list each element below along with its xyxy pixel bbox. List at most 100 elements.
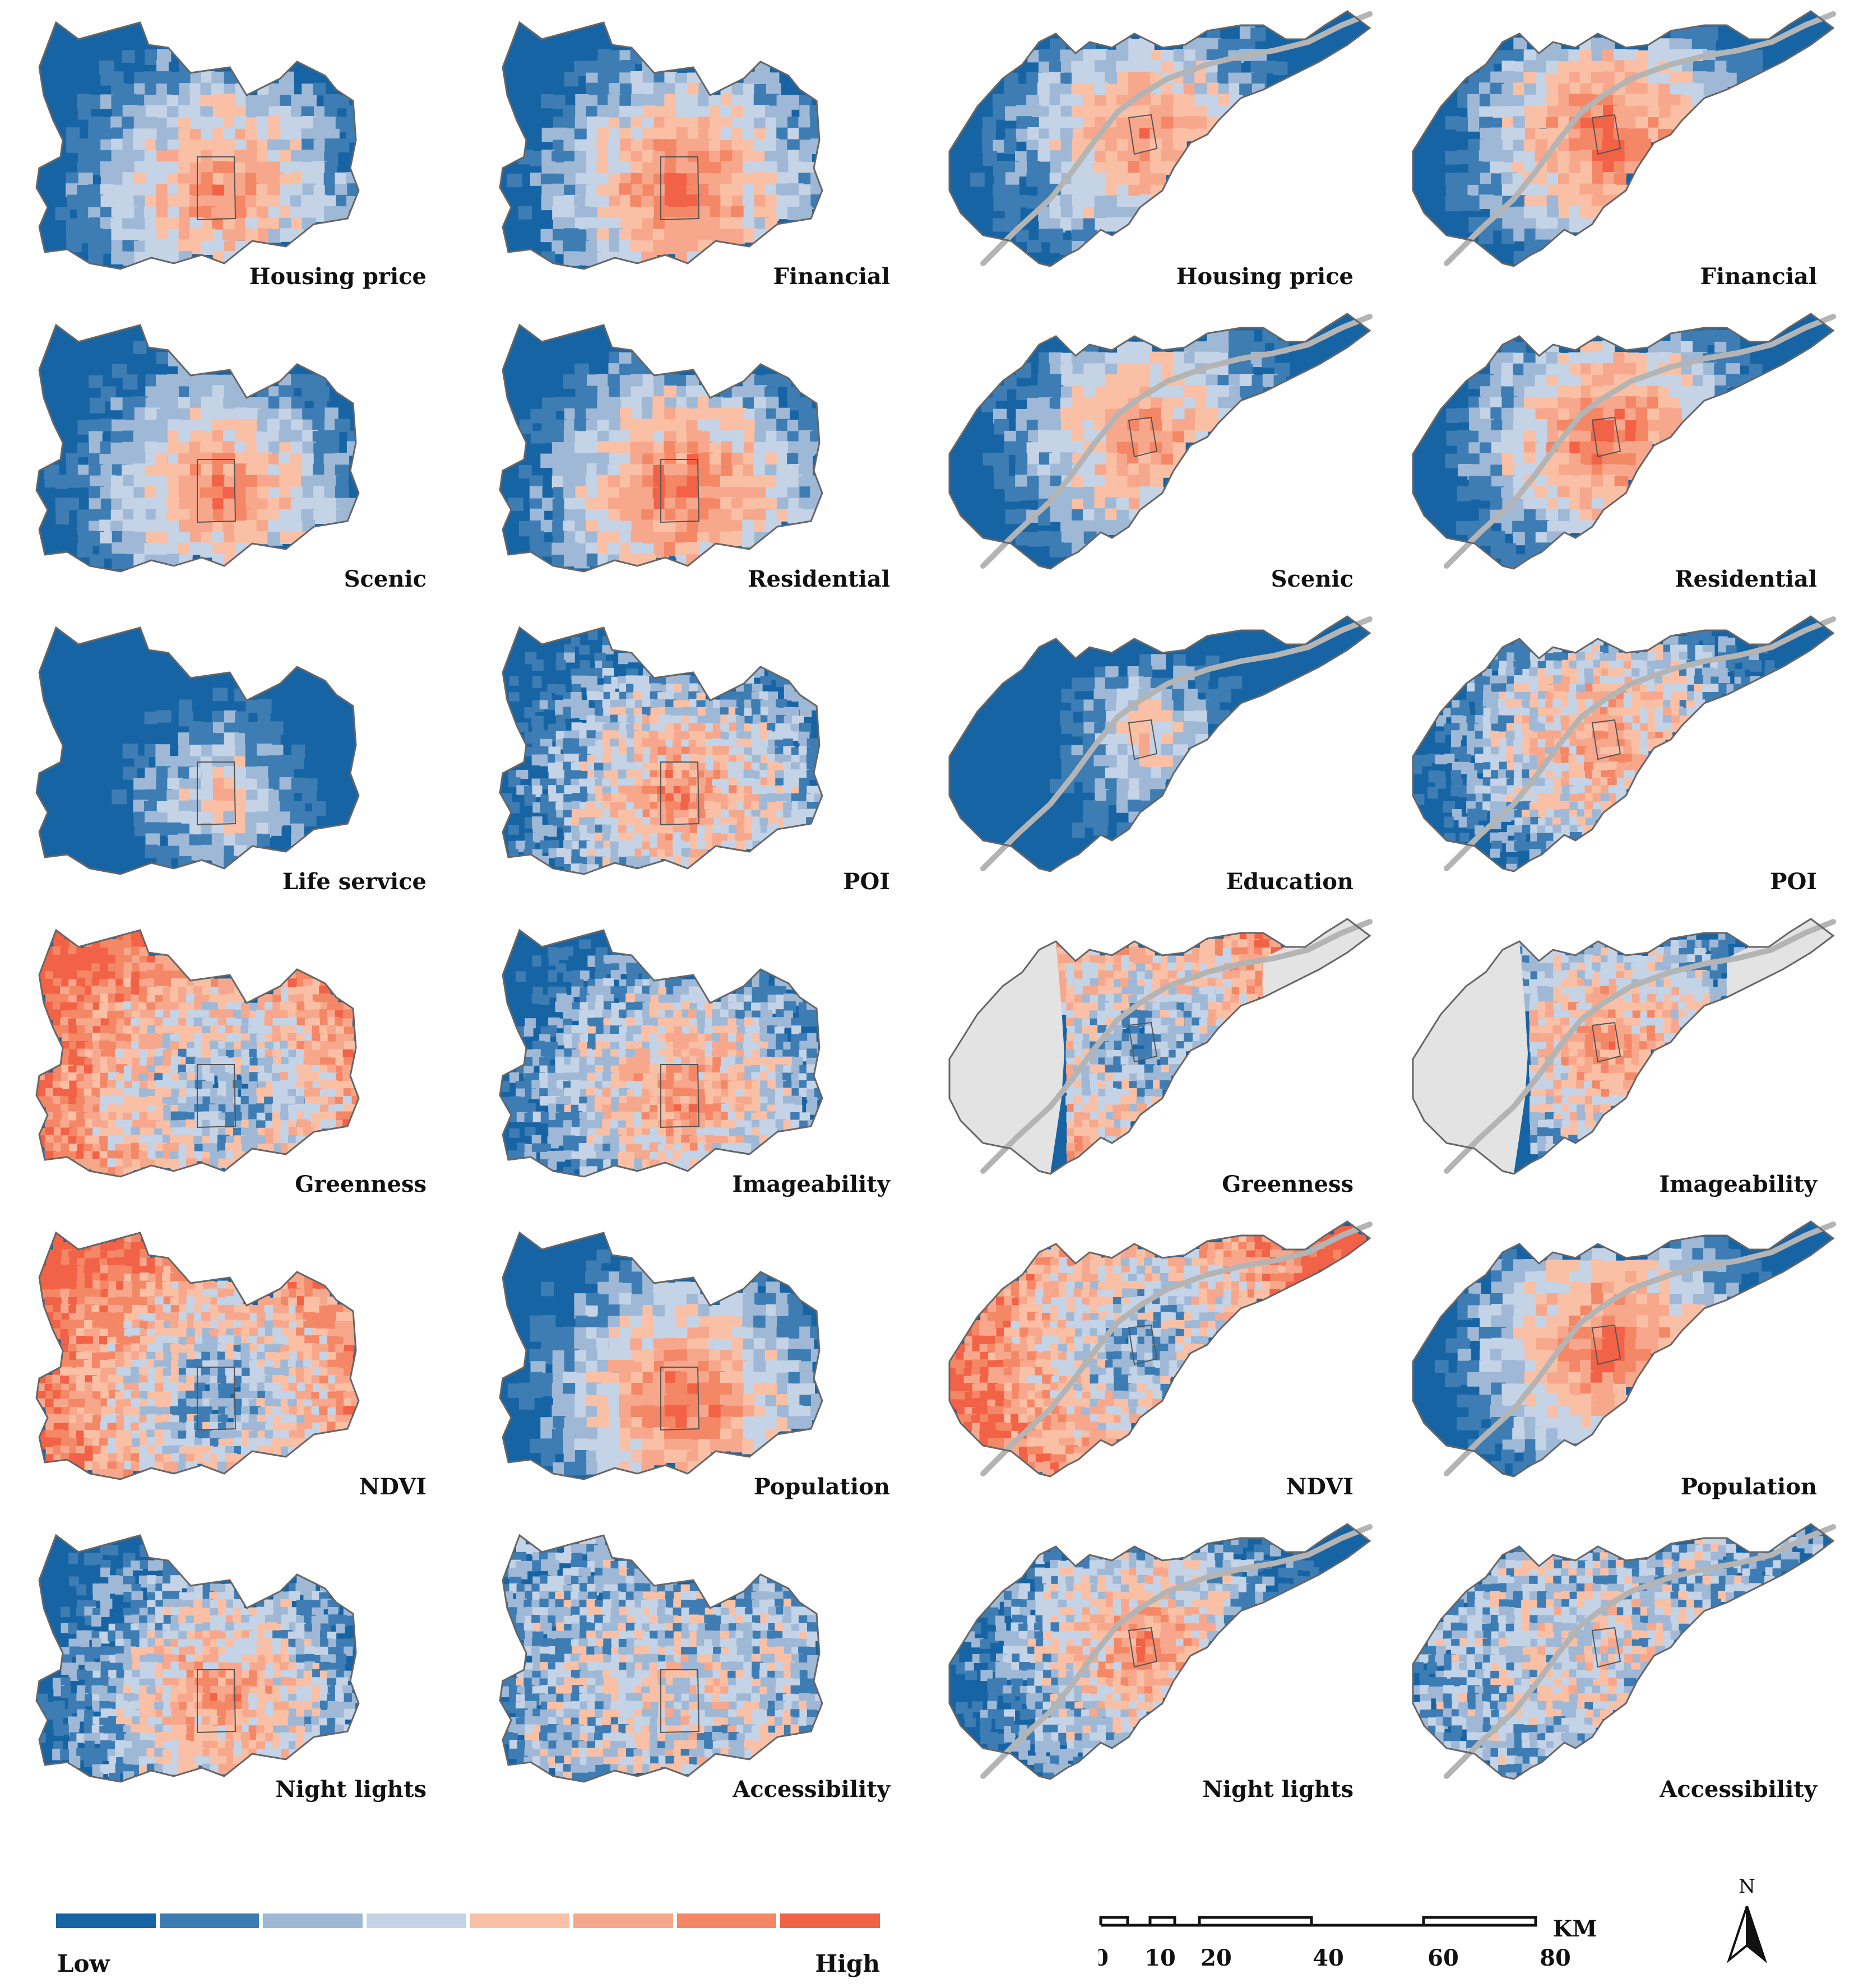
legend-swatch-2 <box>159 1913 259 1928</box>
core-district-outline <box>1591 1324 1621 1365</box>
map-panel-scenic-city-b: Scenic <box>927 303 1390 608</box>
core-district-outline <box>1128 719 1158 760</box>
scale-tick-20: 20 <box>1201 1945 1232 1971</box>
core-district-outline <box>660 1367 700 1431</box>
river-line <box>1444 1221 1836 1476</box>
panel-label: Scenic <box>344 566 427 592</box>
map-panel-greenness-city-b: Greenness <box>927 908 1390 1213</box>
legend-swatch-6 <box>573 1913 673 1928</box>
river-line <box>980 314 1373 569</box>
legend-low-label: Low <box>57 1950 110 1977</box>
panel-label: Residential <box>1675 566 1817 592</box>
panel-label: Scenic <box>1271 566 1354 592</box>
choropleth-map <box>948 10 1373 267</box>
choropleth-map <box>499 1534 823 1783</box>
legend-swatch-7 <box>676 1913 777 1928</box>
core-district-outline <box>197 1367 237 1431</box>
legend-color-bar <box>56 1913 880 1928</box>
panel-label: Population <box>753 1474 890 1500</box>
map-panel-greenness-city-a: Greenness <box>0 908 464 1213</box>
map-panel-accessibility-city-a: Accessibility <box>464 1513 927 1818</box>
map-panel-ndvi-city-a: NDVI <box>0 1210 464 1516</box>
scale-bar: 0 10 20 40 60 80 KM <box>1099 1910 1603 1982</box>
map-panel-financial-city-b: Financial <box>1390 0 1854 305</box>
choropleth-map <box>35 1534 360 1783</box>
scale-tick-0: 0 <box>1099 1945 1109 1971</box>
river-line <box>980 1221 1373 1476</box>
choropleth-map <box>1412 615 1836 872</box>
no-data-area <box>1413 941 1528 1174</box>
choropleth-map <box>948 1220 1373 1478</box>
panel-label: Residential <box>748 566 890 592</box>
panel-label: NDVI <box>1286 1474 1354 1500</box>
scale-tick-60: 60 <box>1427 1945 1459 1971</box>
core-district-outline <box>1128 1627 1158 1668</box>
core-district-outline <box>197 761 237 826</box>
river-line <box>1444 616 1836 871</box>
panel-label: Housing price <box>1176 263 1354 290</box>
no-data-area <box>949 941 1064 1174</box>
map-panel-population-city-b: Population <box>1390 1210 1854 1516</box>
choropleth-map <box>948 1523 1373 1780</box>
panel-label: Housing price <box>249 263 427 290</box>
choropleth-map <box>35 21 360 270</box>
river-line <box>1444 919 1836 1174</box>
core-district-outline <box>1128 114 1158 155</box>
choropleth-map <box>35 1231 360 1480</box>
panel-label: Night lights <box>1202 1776 1354 1803</box>
panel-label: Night lights <box>275 1776 427 1803</box>
panel-label: Education <box>1226 868 1354 895</box>
choropleth-map <box>499 1231 823 1480</box>
panel-label: Accessibility <box>733 1776 890 1803</box>
color-legend: Low High <box>56 1913 880 1981</box>
north-label: N <box>1739 1875 1755 1898</box>
map-panel-life-service-city-a: Life service <box>0 605 464 911</box>
core-district-outline <box>1591 1021 1621 1063</box>
panel-label: Imageability <box>1659 1171 1817 1197</box>
map-panel-accessibility-city-b: Accessibility <box>1390 1513 1854 1818</box>
river-line <box>980 1524 1373 1779</box>
panel-label: Accessibility <box>1660 1776 1817 1803</box>
panel-label: Financial <box>1700 263 1817 290</box>
map-panel-residential-city-a: Residential <box>464 303 927 608</box>
choropleth-map <box>1412 313 1836 570</box>
map-panel-poi-city-a: POI <box>464 605 927 911</box>
choropleth-map <box>1412 918 1836 1175</box>
core-district-outline <box>197 459 237 523</box>
choropleth-map <box>499 323 823 573</box>
map-panel-education-city-b: Education <box>927 605 1390 911</box>
scale-unit: KM <box>1552 1916 1597 1942</box>
map-panel-housing-price-city-a: Housing price <box>0 0 464 305</box>
legend-swatch-3 <box>263 1913 363 1928</box>
core-district-outline <box>1128 1021 1158 1063</box>
legend-swatch-5 <box>470 1913 570 1928</box>
core-district-outline <box>1591 1627 1621 1668</box>
choropleth-map <box>35 928 360 1178</box>
choropleth-map <box>35 323 360 573</box>
map-panel-imageability-city-b: Imageability <box>1390 908 1854 1213</box>
choropleth-map <box>1412 1523 1836 1780</box>
river-line <box>1444 314 1836 569</box>
map-panel-night-lights-city-b: Night lights <box>927 1513 1390 1818</box>
core-district-outline <box>197 156 237 221</box>
choropleth-map <box>948 615 1373 872</box>
choropleth-map <box>499 21 823 270</box>
map-panel-imageability-city-a: Imageability <box>464 908 927 1213</box>
river-line <box>980 919 1373 1174</box>
scale-tick-40: 40 <box>1313 1945 1344 1971</box>
map-panel-population-city-a: Population <box>464 1210 927 1516</box>
core-district-outline <box>1591 416 1621 458</box>
map-panel-financial-city-a: Financial <box>464 0 927 305</box>
map-panel-housing-price-city-b: Housing price <box>927 0 1390 305</box>
panel-label: POI <box>843 868 890 895</box>
legend-swatch-8 <box>780 1913 880 1928</box>
choropleth-map <box>948 313 1373 570</box>
map-panel-grid: Housing price Financial Housing price Finan… <box>0 0 1854 1818</box>
choropleth-map <box>499 626 823 875</box>
river-line <box>1444 11 1836 266</box>
north-arrow-icon: N <box>1723 1871 1771 1967</box>
core-district-outline <box>660 761 700 826</box>
core-district-outline <box>1128 416 1158 458</box>
core-district-outline <box>1128 1324 1158 1365</box>
panel-label: Greenness <box>1222 1171 1354 1197</box>
